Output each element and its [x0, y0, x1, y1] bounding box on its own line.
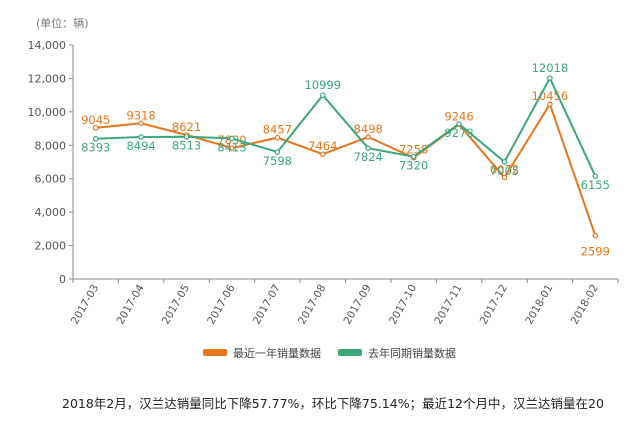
data-label: 8621	[172, 120, 201, 134]
summary-caption: 2018年2月，汉兰达销量同比下降57.77%，环比下降75.14%；最近12个…	[62, 396, 604, 411]
data-point	[229, 145, 235, 151]
x-tick-label: 2017-09	[341, 283, 373, 327]
x-tick-label: 2017-07	[251, 283, 283, 327]
data-point	[92, 135, 99, 142]
data-point	[319, 92, 326, 98]
data-label: 12018	[532, 61, 569, 75]
data-point	[410, 153, 417, 160]
y-tick-label: 12,000	[28, 72, 67, 85]
data-point	[229, 135, 235, 142]
x-tick-label: 2017-06	[205, 282, 237, 326]
y-tick-label: 4,000	[35, 206, 67, 219]
data-label: 8498	[354, 122, 383, 136]
data-point	[501, 174, 508, 181]
y-tick-label: 10,000	[28, 106, 67, 119]
data-label: 8413	[217, 140, 246, 154]
data-point	[501, 159, 508, 165]
y-tick-label: 6,000	[35, 173, 67, 186]
legend-label-2: 去年同期销量数据	[368, 346, 456, 360]
data-point	[456, 121, 462, 127]
data-point	[365, 134, 372, 140]
unit-label: (单位：辆)	[36, 16, 89, 30]
data-label: 9246	[444, 109, 473, 123]
data-point	[592, 173, 599, 179]
data-label: 7824	[354, 150, 383, 164]
data-point	[92, 125, 99, 131]
data-label: 9318	[126, 108, 155, 122]
data-label: 8457	[263, 123, 292, 137]
data-point	[547, 101, 553, 108]
data-label: 2599	[581, 245, 610, 259]
data-point	[274, 149, 281, 155]
series-line-1	[95, 101, 597, 236]
data-label: 10999	[304, 78, 341, 92]
data-point	[183, 133, 190, 140]
x-tick-label: 2017-12	[478, 283, 510, 327]
data-point	[365, 145, 372, 152]
x-tick-label: 2017-08	[296, 283, 328, 327]
data-point	[547, 75, 553, 81]
y-tick-label: 14,000	[28, 39, 67, 52]
y-tick-label: 0	[59, 273, 66, 286]
data-label: 7258	[399, 143, 428, 157]
data-label: 7005	[490, 164, 519, 178]
data-point	[592, 232, 599, 239]
x-tick-label: 2018-02	[569, 283, 601, 327]
y-tick-label: 2,000	[35, 240, 67, 253]
data-label: 8513	[172, 139, 201, 153]
chart-svg: (单位：辆) 0 2,000 4,000 6,000 8,000 10,000 12,000 1…	[28, 16, 619, 360]
data-label: 9278	[444, 126, 473, 140]
x-tick-label: 2017-05	[160, 283, 192, 327]
x-tick-label: 2017-03	[69, 283, 101, 327]
sales-line-chart: (单位：辆) 0 2,000 4,000 6,000 8,000 10,000 12,000 1…	[28, 16, 619, 360]
data-point	[274, 134, 281, 141]
y-tick-label: 8,000	[35, 139, 67, 152]
x-tick-label: 2018-01	[523, 283, 555, 327]
data-point	[319, 151, 326, 158]
data-label: 9045	[81, 113, 110, 127]
data-label: 7598	[263, 154, 292, 168]
x-tick-label: 2017-04	[114, 282, 146, 326]
legend-swatch-1	[203, 349, 227, 356]
data-label: 6155	[581, 178, 610, 192]
data-label: 6072	[490, 163, 519, 177]
data-label: 7320	[399, 159, 428, 173]
data-point	[138, 120, 144, 127]
data-label: 8494	[126, 139, 155, 153]
x-tick-label: 2017-11	[432, 283, 464, 327]
data-point	[138, 134, 144, 140]
legend-swatch-2	[338, 349, 362, 356]
data-label: 8393	[81, 141, 110, 155]
data-label: 7464	[308, 139, 337, 153]
legend-label-1: 最近一年销量数据	[233, 346, 321, 360]
x-tick-label: 2017-10	[387, 283, 419, 327]
series-line-2	[95, 75, 597, 177]
